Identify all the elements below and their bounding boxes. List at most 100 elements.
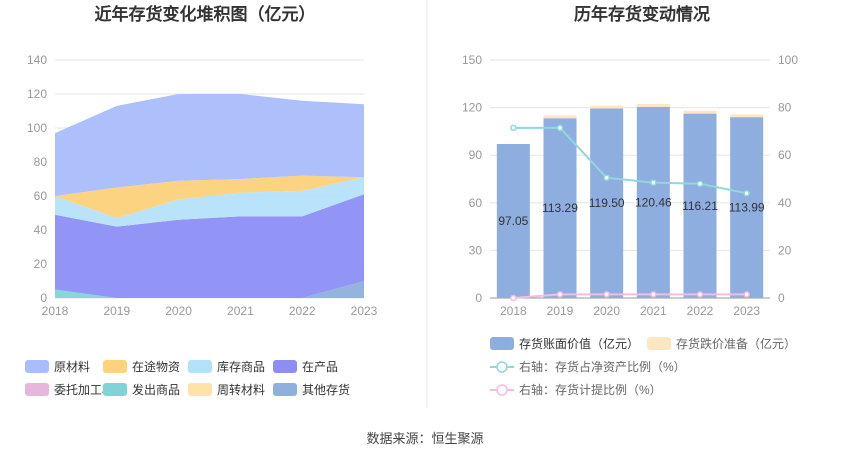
right-chart-legend: 存货账面价值（亿元） 存货跌价准备（亿元） 右轴：存货占净资产比例（%） 右轴：存货计… <box>490 336 796 397</box>
right-y2tick-label: 40 <box>778 196 792 210</box>
left-legend-swatch <box>188 383 212 396</box>
line-point-2 <box>603 174 610 182</box>
impairment-reserve-bar <box>730 114 764 118</box>
line-series-2 <box>513 126 747 195</box>
right-y2tick-label: 100 <box>778 53 798 67</box>
bar-value-label: 119.50 <box>589 196 625 210</box>
right-xtick-label: 2018 <box>500 304 527 318</box>
left-legend-swatch <box>273 383 297 396</box>
area-0 <box>55 281 364 298</box>
impairment-reserve-bar <box>683 110 717 114</box>
bar-value-label: 113.29 <box>542 201 578 215</box>
left-legend-swatch <box>273 360 297 373</box>
left-xtick-label: 2023 <box>351 304 378 318</box>
impairment-reserve-bar <box>636 104 670 107</box>
left-xtick-label: 2018 <box>42 304 69 318</box>
left-legend-swatch <box>188 360 212 373</box>
left-legend-label: 在产品 <box>302 360 338 374</box>
legend-line-marker <box>496 384 508 396</box>
area-3 <box>55 194 364 298</box>
right-ytick-label: 150 <box>462 53 482 67</box>
left-legend-swatch <box>103 360 127 373</box>
right-xtick-label: 2021 <box>640 304 667 318</box>
right-chart-title: 历年存货变动情况 <box>574 4 710 24</box>
legend-label-book-value: 存货账面价值（亿元） <box>519 336 639 351</box>
right-y2tick-label: 60 <box>778 148 792 162</box>
left-xtick-label: 2019 <box>103 304 130 318</box>
line-point-2 <box>510 124 517 132</box>
right-ytick-label: 60 <box>469 196 483 210</box>
left-legend-label: 库存商品 <box>217 359 265 374</box>
left-ytick-label: 40 <box>34 223 48 237</box>
impairment-reserve-bar <box>543 115 577 119</box>
left-legend-swatch <box>25 383 49 396</box>
left-ytick-label: 120 <box>27 87 47 101</box>
legend-label-line: 右轴：存货计提比例（%） <box>519 382 662 397</box>
left-xtick-label: 2021 <box>227 304 254 318</box>
left-xtick-label: 2020 <box>165 304 192 318</box>
right-xtick-label: 2019 <box>547 304 574 318</box>
legend-label-reserve: 存货跌价准备（亿元） <box>676 336 796 351</box>
inventory-value-bar <box>683 113 717 298</box>
legend-label-line: 右轴：存货占净资产比例（%） <box>519 359 686 374</box>
inventory-value-bar <box>636 106 670 298</box>
right-xtick-label: 2020 <box>593 304 620 318</box>
left-legend-label: 在途物资 <box>132 359 180 374</box>
right-ytick-label: 30 <box>469 243 483 257</box>
right-y2tick-label: 80 <box>778 101 792 115</box>
legend-swatch-book-value <box>490 337 514 350</box>
left-ytick-label: 140 <box>27 53 47 67</box>
area-5 <box>55 175 364 219</box>
right-ytick-label: 0 <box>475 291 482 305</box>
bar-value-label: 120.46 <box>635 195 672 209</box>
area-1 <box>55 281 364 298</box>
line-point-2 <box>696 180 704 188</box>
legend-line-marker <box>496 361 508 373</box>
left-chart-title: 近年存货变化堆积图（亿元） <box>95 4 316 24</box>
data-source-note: 数据来源：恒生聚源 <box>366 431 483 446</box>
bar-value-label: 116.21 <box>682 199 718 213</box>
left-legend-label: 发出商品 <box>132 382 180 397</box>
inventory-value-bar <box>730 117 764 298</box>
stacked-area-chart: 0 20 40 60 80 100 120 140 2018 2019 2020 2021 2022 20… <box>27 53 378 318</box>
impairment-reserve-bar <box>590 105 624 109</box>
area-4 <box>55 177 364 227</box>
line-series-3 <box>513 293 747 299</box>
line-point-2 <box>650 179 657 186</box>
inventory-value-bar <box>543 118 577 298</box>
right-xtick-label: 2022 <box>687 304 714 318</box>
left-legend-swatch <box>103 383 127 396</box>
right-ytick-label: 120 <box>462 101 482 115</box>
inventory-bar-chart: 0 30 60 90 120 150 0 20 40 60 80 100 2018 2019 2020 202… <box>462 53 798 318</box>
left-ytick-label: 20 <box>34 257 48 271</box>
left-legend-label: 周转材料 <box>217 382 265 397</box>
line-point-3 <box>696 291 704 298</box>
left-legend-label: 原材料 <box>54 360 90 374</box>
bar-value-label: 113.99 <box>729 201 765 215</box>
line-point-2 <box>743 190 750 197</box>
left-xtick-label: 2022 <box>289 304 316 318</box>
line-point-3 <box>743 291 750 298</box>
line-point-3 <box>603 291 610 298</box>
area-7 <box>55 94 364 196</box>
left-legend-label: 其他存货 <box>302 382 350 397</box>
left-ytick-label: 80 <box>34 155 48 169</box>
legend-swatch-reserve <box>647 337 671 350</box>
left-ytick-label: 0 <box>40 291 47 305</box>
line-point-3 <box>650 291 657 298</box>
line-point-3 <box>510 294 517 302</box>
right-y2tick-label: 0 <box>778 291 785 305</box>
line-point-2 <box>556 124 564 132</box>
left-ytick-label: 100 <box>27 121 47 135</box>
right-xtick-label: 2023 <box>733 304 760 318</box>
bar-value-label: 97.05 <box>498 214 528 228</box>
line-point-3 <box>556 291 564 298</box>
right-y2tick-label: 20 <box>778 243 792 257</box>
right-ytick-label: 90 <box>469 148 483 162</box>
left-legend-swatch <box>25 360 49 373</box>
left-ytick-label: 60 <box>34 189 48 203</box>
inventory-value-bar <box>590 108 624 298</box>
